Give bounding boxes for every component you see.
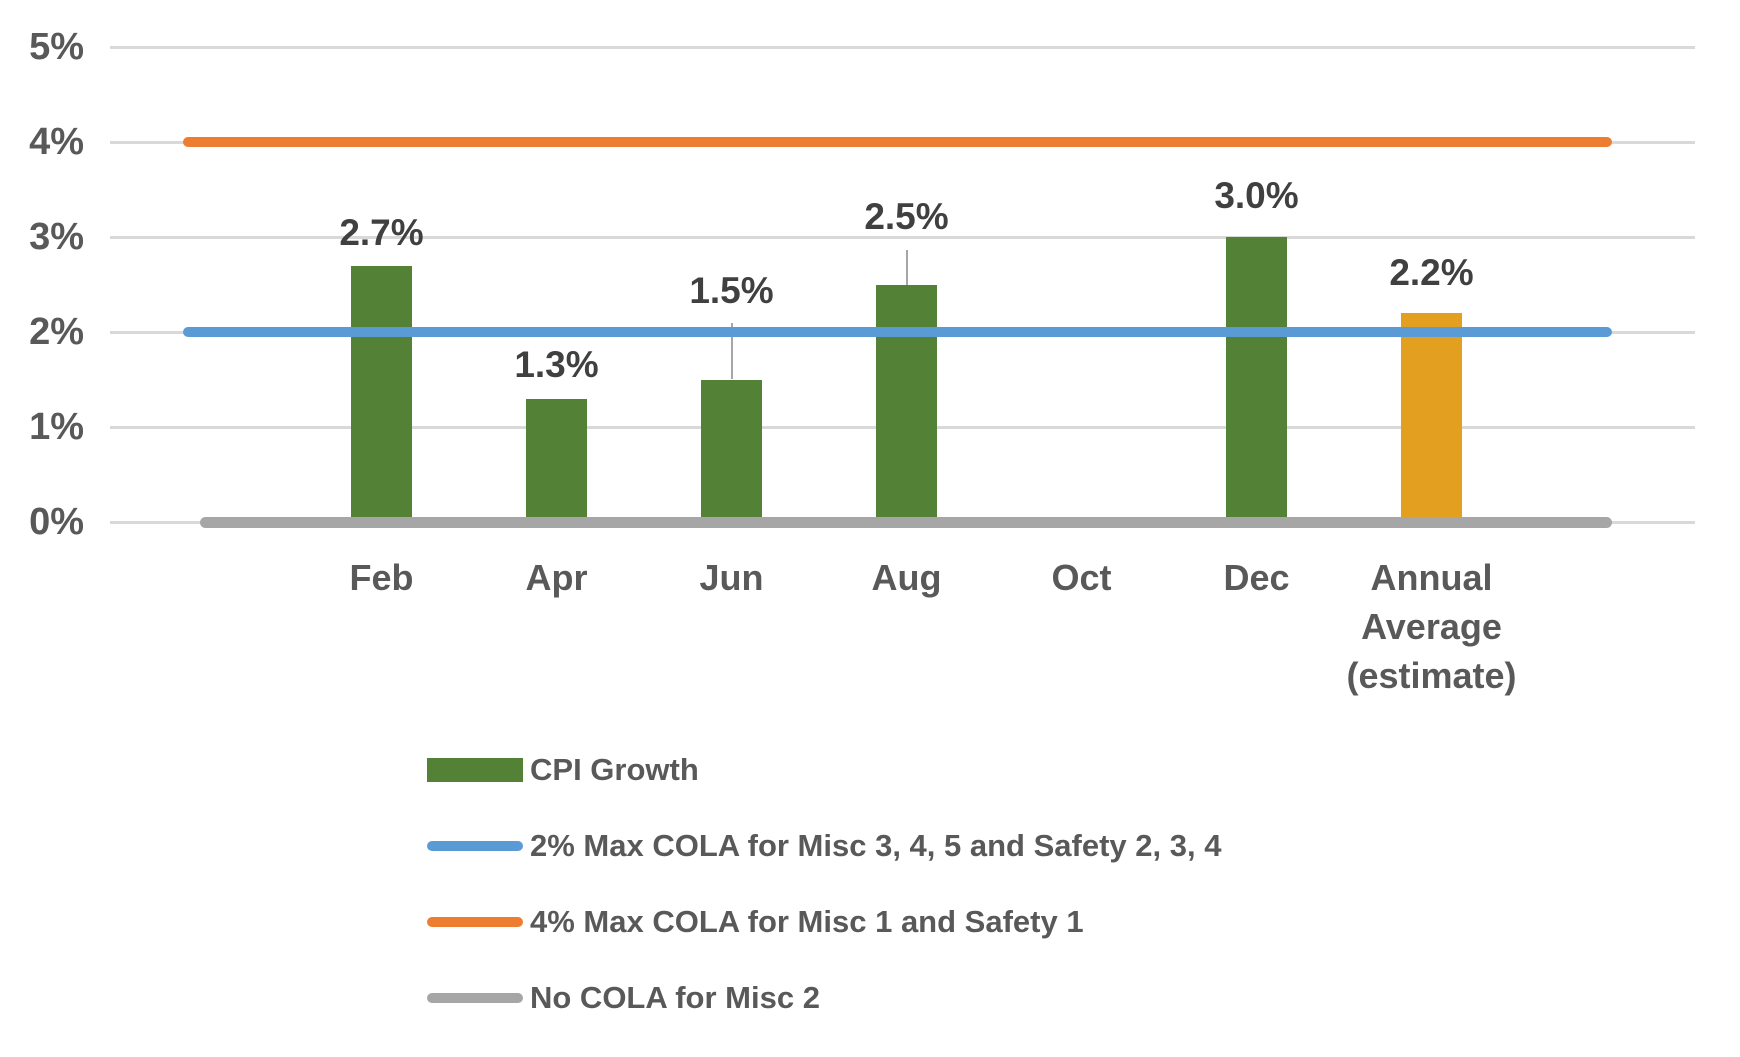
legend-swatch-line	[427, 841, 523, 851]
leader-line-aug	[905, 250, 908, 285]
data-label-aug: 2.5%	[864, 196, 949, 237]
cpi-bar-aug	[876, 284, 937, 527]
cpi-bar-jun	[701, 379, 762, 527]
x-axis-label-aug: Aug	[871, 557, 942, 598]
cpi-bar-feb	[351, 265, 412, 527]
legend-swatch-bar	[427, 758, 523, 782]
legend-label: No COLA for Misc 2	[530, 980, 820, 1015]
x-axis-label-apr: Apr	[525, 557, 588, 598]
legend-swatch-line	[427, 917, 523, 927]
ref-line-2pct	[183, 327, 1612, 337]
y-tick-label-4pct: 4%	[29, 121, 84, 163]
x-axis-label-jun: Jun	[699, 557, 764, 598]
gridline-5pct	[110, 45, 1695, 49]
legend-label: CPI Growth	[530, 752, 699, 787]
data-label-annual: 2.2%	[1389, 252, 1474, 293]
legend-label: 2% Max COLA for Misc 3, 4, 5 and Safety …	[530, 828, 1222, 863]
data-label-jun: 1.5%	[689, 270, 774, 311]
legend-label: 4% Max COLA for Misc 1 and Safety 1	[530, 904, 1084, 939]
cpi-bar-annual	[1401, 313, 1462, 527]
cpi-bar-apr	[526, 398, 587, 527]
data-label-apr: 1.3%	[514, 344, 599, 385]
ref-line-0pct	[200, 516, 1612, 528]
data-label-feb: 2.7%	[339, 212, 424, 253]
x-axis-label-annual: Annual Average (estimate)	[1346, 557, 1517, 696]
leader-line-jun	[730, 323, 733, 379]
legend-swatch-line	[427, 993, 523, 1003]
gridline-3pct	[110, 235, 1695, 239]
x-axis-label-feb: Feb	[349, 557, 414, 598]
cpi-bar-dec	[1226, 237, 1287, 527]
ref-line-4pct	[183, 137, 1612, 147]
y-tick-label-2pct: 2%	[29, 311, 84, 353]
y-tick-label-5pct: 5%	[29, 26, 84, 68]
y-tick-label-1pct: 1%	[29, 406, 84, 448]
y-tick-label-3pct: 3%	[29, 216, 84, 258]
x-axis-label-oct: Oct	[1051, 557, 1112, 598]
x-axis-label-dec: Dec	[1223, 557, 1290, 598]
data-label-dec: 3.0%	[1214, 175, 1299, 216]
y-tick-label-0pct: 0%	[29, 501, 84, 543]
